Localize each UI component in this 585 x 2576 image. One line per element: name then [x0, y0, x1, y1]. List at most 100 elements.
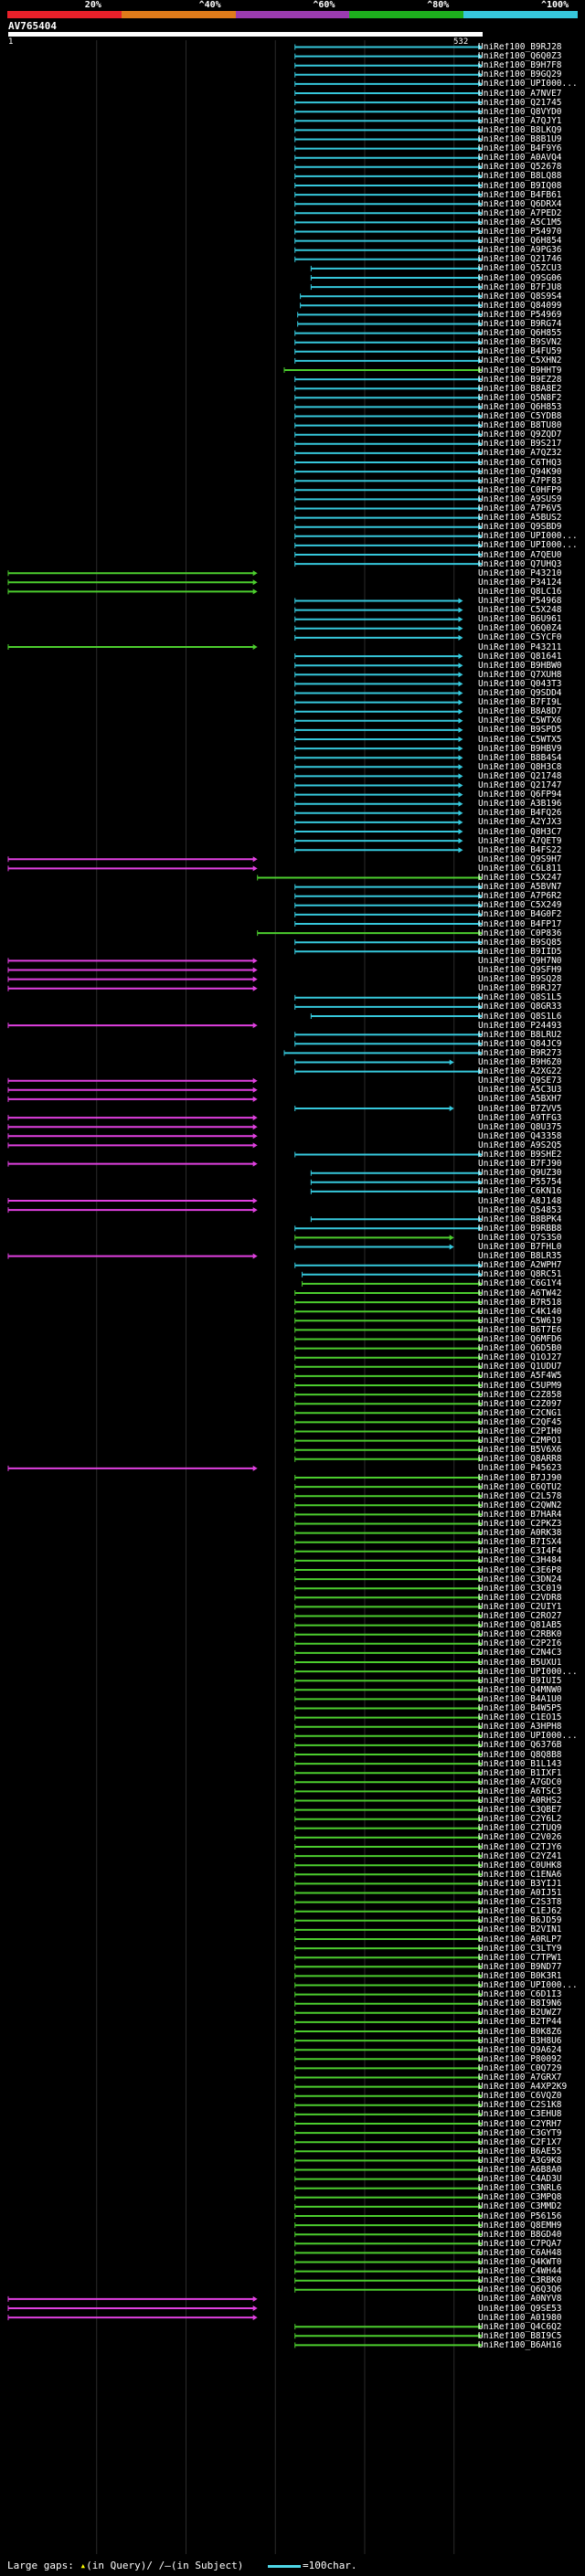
hit-label[interactable]: UniRef100_B4FU59	[478, 347, 562, 357]
hit-label[interactable]: UniRef100_B7HAR4	[478, 1510, 562, 1520]
hit-label[interactable]: UniRef100_B9RJ28	[478, 43, 562, 52]
hit-label[interactable]: UniRef100_B9GQ29	[478, 70, 562, 80]
hit-label[interactable]: UniRef100_Q9SDD4	[478, 689, 562, 698]
hit-label[interactable]: UniRef100_C2PKZ3	[478, 1520, 562, 1529]
hit-label[interactable]: UniRef100_B9SPD5	[478, 726, 562, 736]
hit-label[interactable]: UniRef100_B2TP44	[478, 2018, 562, 2028]
hit-label[interactable]: UniRef100_C6L811	[478, 864, 562, 874]
hit-label[interactable]: UniRef100_C2TUQ9	[478, 1824, 562, 1834]
hit-label[interactable]: UniRef100_B9IUI5	[478, 1676, 562, 1686]
hit-label[interactable]: UniRef100_P55754	[478, 1178, 562, 1188]
hit-label[interactable]: UniRef100_Q4KWT0	[478, 2258, 562, 2267]
hit-label[interactable]: UniRef100_B3YIJ1	[478, 1879, 562, 1889]
hit-label[interactable]: UniRef100_C2Z858	[478, 1390, 562, 1400]
hit-label[interactable]: UniRef100_C1EJ62	[478, 1907, 562, 1917]
hit-label[interactable]: UniRef100_A0RLP7	[478, 1935, 562, 1945]
hit-label[interactable]: UniRef100_C0Q729	[478, 2063, 562, 2073]
hit-label[interactable]: UniRef100_C6D1I3	[478, 1990, 562, 2000]
hit-label[interactable]: UniRef100_B7JJ90	[478, 1473, 562, 1483]
hit-label[interactable]: UniRef100_B1IXF1	[478, 1768, 562, 1778]
hit-label[interactable]: UniRef100_C2YZ41	[478, 1851, 562, 1861]
hit-label[interactable]: UniRef100_Q6H855	[478, 329, 562, 339]
hit-label[interactable]: UniRef100_UPI000...	[478, 541, 578, 551]
hit-label[interactable]: UniRef100_C4AD3U	[478, 2175, 562, 2185]
hit-label[interactable]: UniRef100_A9SUS9	[478, 494, 562, 504]
hit-label[interactable]: UniRef100_Q5ZCU3	[478, 264, 562, 274]
hit-label[interactable]: UniRef100_B0K3R1	[478, 1971, 562, 1981]
hit-label[interactable]: UniRef100_B8TU80	[478, 421, 562, 431]
hit-label[interactable]: UniRef100_C2S3T8	[478, 1898, 562, 1908]
hit-label[interactable]: UniRef100_A3B196	[478, 800, 562, 810]
hit-label[interactable]: UniRef100_P54968	[478, 597, 562, 606]
hit-label[interactable]: UniRef100_Q9SFH9	[478, 966, 562, 975]
hit-label[interactable]: UniRef100_B9RJ27	[478, 984, 562, 994]
hit-label[interactable]: UniRef100_B7FJU8	[478, 282, 562, 292]
hit-label[interactable]: UniRef100_Q21745	[478, 98, 562, 108]
hit-label[interactable]: UniRef100_A7GRX7	[478, 2073, 562, 2083]
hit-label[interactable]: UniRef100_P54969	[478, 310, 562, 320]
hit-label[interactable]: UniRef100_Q1OJ27	[478, 1353, 562, 1363]
hit-label[interactable]: UniRef100_C3I4F4	[478, 1547, 562, 1557]
hit-label[interactable]: UniRef100_Q5N8F2	[478, 393, 562, 403]
hit-label[interactable]: UniRef100_A0RK38	[478, 1529, 562, 1539]
hit-label[interactable]: UniRef100_B9SHE2	[478, 1150, 562, 1160]
hit-label[interactable]: UniRef100_B9IQ08	[478, 181, 562, 191]
hit-label[interactable]: UniRef100_C2RBK0	[478, 1630, 562, 1640]
hit-label[interactable]: UniRef100_A7QZ32	[478, 449, 562, 459]
hit-label[interactable]: UniRef100_A5BUS2	[478, 514, 562, 524]
hit-label[interactable]: UniRef100_Q7UHQ3	[478, 559, 562, 569]
hit-label[interactable]: UniRef100_C6QTU2	[478, 1482, 562, 1492]
hit-label[interactable]: UniRef100_A4XP2K9	[478, 2083, 568, 2093]
hit-label[interactable]: UniRef100_B7FJ90	[478, 1160, 562, 1170]
hit-label[interactable]: UniRef100_B0K8Z6	[478, 2027, 562, 2037]
hit-label[interactable]: UniRef100_B6AH16	[478, 2340, 562, 2350]
hit-label[interactable]: UniRef100_B5UXU1	[478, 1658, 562, 1668]
hit-label[interactable]: UniRef100_Q8H3C7	[478, 827, 562, 837]
hit-label[interactable]: UniRef100_B8B4S4	[478, 753, 562, 763]
hit-label[interactable]: UniRef100_B4F9Y6	[478, 144, 562, 154]
hit-label[interactable]: UniRef100_B4FQ26	[478, 809, 562, 819]
hit-label[interactable]: UniRef100_A5BXH7	[478, 1095, 562, 1105]
hit-label[interactable]: UniRef100_B4FP17	[478, 919, 562, 929]
hit-label[interactable]: UniRef100_C3DN24	[478, 1574, 562, 1585]
hit-label[interactable]: UniRef100_A7PED2	[478, 208, 562, 218]
hit-label[interactable]: UniRef100_C2TJY6	[478, 1842, 562, 1852]
hit-label[interactable]: UniRef100_Q9ZQD7	[478, 430, 562, 440]
hit-label[interactable]: UniRef100_C3NRL6	[478, 2184, 562, 2194]
hit-label[interactable]: UniRef100_Q81641	[478, 652, 562, 662]
hit-label[interactable]: UniRef100_B8LQ88	[478, 172, 562, 182]
hit-label[interactable]: UniRef100_Q043T3	[478, 679, 562, 689]
hit-label[interactable]: UniRef100_Q8U375	[478, 1122, 562, 1132]
hit-label[interactable]: UniRef100_C3GYT9	[478, 2128, 562, 2138]
hit-label[interactable]: UniRef100_P56156	[478, 2211, 562, 2221]
hit-label[interactable]: UniRef100_A7QJY1	[478, 116, 562, 126]
hit-label[interactable]: UniRef100_B8B1U9	[478, 135, 562, 144]
hit-label[interactable]: UniRef100_A5F4W5	[478, 1372, 562, 1382]
hit-label[interactable]: UniRef100_C2YRH7	[478, 2119, 562, 2129]
hit-label[interactable]: UniRef100_UPI000...	[478, 1732, 578, 1742]
hit-label[interactable]: UniRef100_C0HFP9	[478, 485, 562, 495]
hit-label[interactable]: UniRef100_A6TW42	[478, 1288, 562, 1299]
hit-label[interactable]: UniRef100_C6VQZ0	[478, 2092, 562, 2102]
hit-label[interactable]: UniRef100_C5X247	[478, 874, 562, 883]
hit-label[interactable]: UniRef100_C2Z097	[478, 1399, 562, 1409]
hit-label[interactable]: UniRef100_A2XG22	[478, 1067, 562, 1077]
hit-label[interactable]: UniRef100_Q8EMH9	[478, 2221, 562, 2231]
hit-label[interactable]: UniRef100_Q6Q0Z4	[478, 624, 562, 634]
hit-label[interactable]: UniRef100_C2S1K8	[478, 2101, 562, 2111]
hit-label[interactable]: UniRef100_P80092	[478, 2054, 562, 2064]
hit-label[interactable]: UniRef100_C2RO27	[478, 1612, 562, 1621]
hit-label[interactable]: UniRef100_B9H6Z0	[478, 1058, 562, 1067]
hit-label[interactable]: UniRef100_B9R273	[478, 1048, 562, 1058]
hit-label[interactable]: UniRef100_C5W619	[478, 1316, 562, 1326]
hit-label[interactable]: UniRef100_B9ND77	[478, 1962, 562, 1972]
hit-label[interactable]: UniRef100_Q8LC16	[478, 587, 562, 597]
hit-label[interactable]: UniRef100_B7ZVV5	[478, 1104, 562, 1114]
hit-label[interactable]: UniRef100_A5C3U3	[478, 1086, 562, 1096]
hit-label[interactable]: UniRef100_B2VIN1	[478, 1925, 562, 1935]
hit-label[interactable]: UniRef100_C4WH44	[478, 2267, 562, 2277]
hit-label[interactable]: UniRef100_Q6Q0Z3	[478, 52, 562, 62]
hit-label[interactable]: UniRef100_C5YDB8	[478, 412, 562, 421]
hit-label[interactable]: UniRef100_C3C019	[478, 1584, 562, 1594]
hit-label[interactable]: UniRef100_C2CNG1	[478, 1408, 562, 1418]
